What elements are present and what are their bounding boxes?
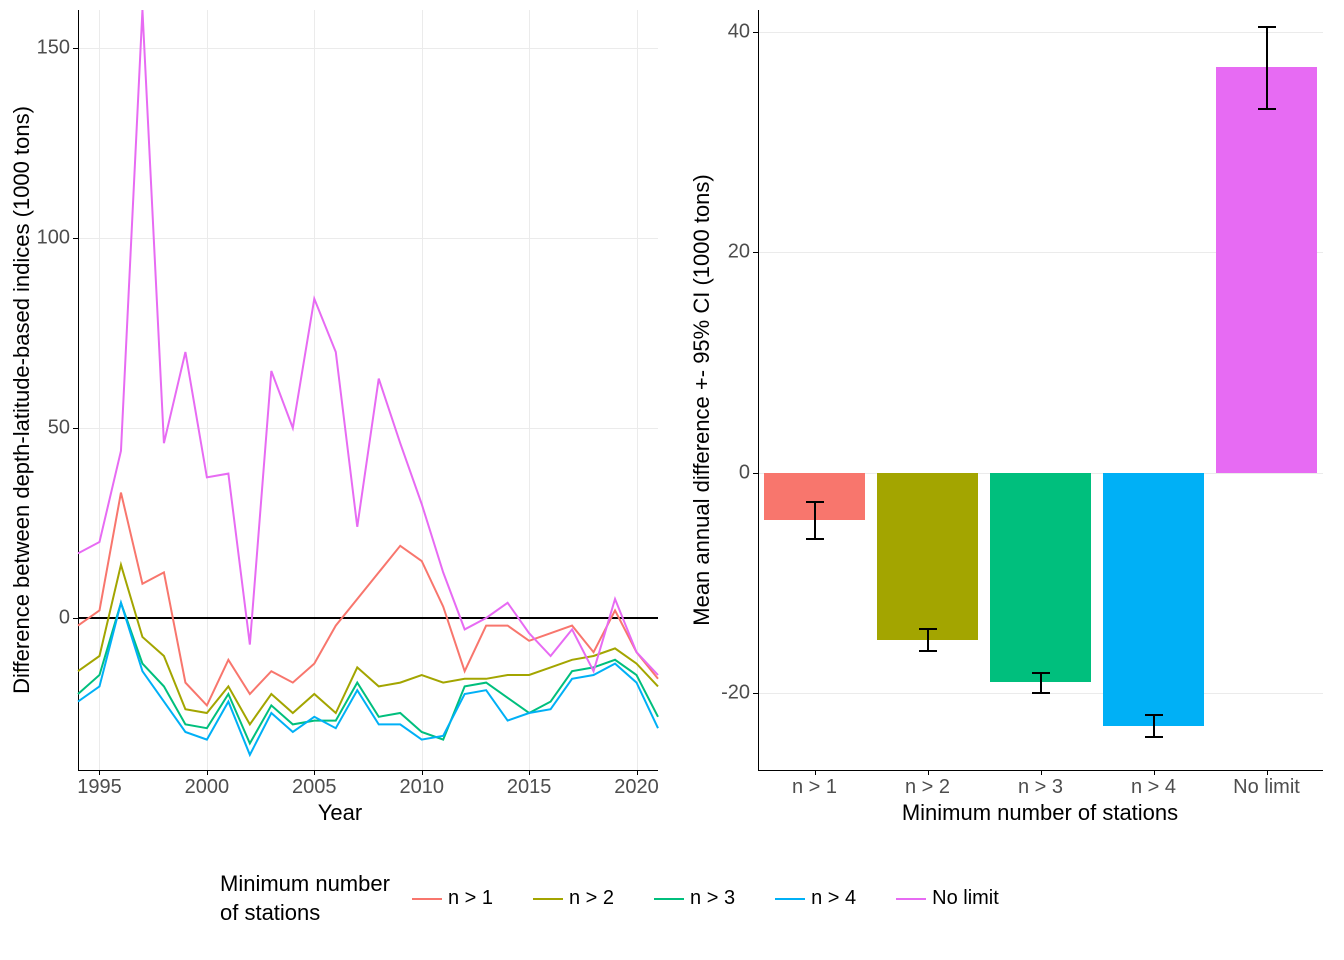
legend-swatch	[533, 898, 563, 900]
panel-a: Difference between depth-latitude-based …	[0, 0, 670, 830]
y-tick-label: -20	[721, 681, 750, 704]
y-tick-label: 100	[37, 227, 70, 250]
x-tick-label: 2005	[292, 776, 337, 799]
line-series-n3	[78, 603, 658, 744]
legend-swatch	[654, 898, 684, 900]
legend-label: n > 3	[690, 887, 735, 910]
legend-swatch	[412, 898, 442, 900]
x-tick-label: 2010	[399, 776, 444, 799]
panel-a-ylabel: Difference between depth-latitude-based …	[9, 106, 35, 694]
legend-swatch	[896, 898, 926, 900]
y-tick-label: 0	[59, 607, 70, 630]
bar	[877, 473, 979, 640]
legend-item: n > 2	[533, 887, 614, 910]
legend-item: No limit	[896, 887, 999, 910]
y-tick-label: 40	[728, 21, 750, 44]
legend-label: n > 4	[811, 887, 856, 910]
y-tick-label: 20	[728, 241, 750, 264]
y-tick-label: 0	[739, 461, 750, 484]
x-tick-label: n > 4	[1131, 776, 1176, 799]
legend-item: n > 3	[654, 887, 735, 910]
legend-item: n > 4	[775, 887, 856, 910]
y-tick-label: 150	[37, 37, 70, 60]
panel-a-xlabel: Year	[318, 800, 362, 826]
x-tick-label: 2000	[185, 776, 230, 799]
legend-label: n > 1	[448, 887, 493, 910]
bar	[1103, 473, 1205, 726]
bar	[1216, 67, 1318, 472]
legend-label: n > 2	[569, 887, 614, 910]
legend-item: n > 1	[412, 887, 493, 910]
x-tick-label: n > 3	[1018, 776, 1063, 799]
bar	[990, 473, 1092, 682]
panel-b-plot: -2002040n > 1n > 2n > 3n > 4No limit	[758, 10, 1323, 770]
y-tick-label: 50	[48, 417, 70, 440]
x-tick-label: 1995	[77, 776, 122, 799]
chart-container: Difference between depth-latitude-based …	[0, 0, 1344, 960]
panel-b-ylabel: Mean annual difference +- 95% CI (1000 t…	[689, 174, 715, 625]
x-tick-label: n > 2	[905, 776, 950, 799]
legend: Minimum numberof stations n > 1 n > 2 n > 3…	[220, 870, 1220, 927]
x-tick-label: 2020	[614, 776, 659, 799]
legend-swatch	[775, 898, 805, 900]
legend-label: No limit	[932, 887, 999, 910]
panel-b-xlabel: Minimum number of stations	[902, 800, 1178, 826]
panel-a-plot: 199520002005201020152020050100150	[78, 10, 658, 770]
panel-b: Mean annual difference +- 95% CI (1000 t…	[680, 0, 1340, 830]
x-tick-label: n > 1	[792, 776, 837, 799]
x-tick-label: 2015	[507, 776, 552, 799]
legend-title: Minimum numberof stations	[220, 870, 390, 927]
x-tick-label: No limit	[1233, 776, 1300, 799]
